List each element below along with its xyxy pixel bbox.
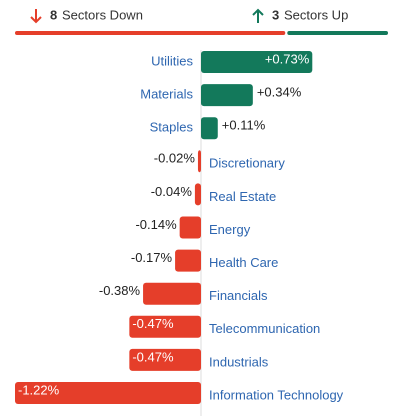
bar (201, 117, 218, 140)
category-label: Health Care (209, 255, 278, 270)
bar (201, 51, 313, 73)
bar (129, 315, 201, 338)
bar (15, 382, 201, 404)
up-label: Sectors Up (284, 7, 348, 22)
value-label: -0.47% (132, 349, 174, 364)
category-label: Materials (140, 87, 193, 102)
category-label: Discretionary (209, 156, 285, 171)
bar (194, 183, 201, 206)
down-progress (15, 31, 286, 35)
category-label: Telecommunication (209, 321, 320, 336)
value-label: -0.04% (151, 184, 193, 199)
up-progress (287, 31, 388, 35)
down-count: 8 (50, 7, 57, 22)
down-arrow (30, 9, 42, 24)
bar (201, 84, 253, 107)
bar (179, 216, 201, 239)
value-label: -0.17% (131, 250, 173, 265)
bar (175, 249, 201, 272)
up-arrow (252, 8, 264, 23)
category-label: Staples (150, 120, 194, 135)
bar (197, 150, 201, 173)
category-label: Information Technology (209, 387, 344, 402)
value-label: +0.34% (257, 85, 302, 100)
value-label: +0.73% (265, 51, 310, 66)
category-label: Real Estate (209, 189, 276, 204)
value-label: -0.14% (135, 217, 177, 232)
value-label: -0.38% (99, 283, 141, 298)
category-label: Energy (209, 222, 251, 237)
category-label: Industrials (209, 354, 269, 369)
down-label: Sectors Down (62, 7, 143, 22)
up-count: 3 (272, 7, 279, 22)
value-label: -0.47% (132, 316, 174, 331)
bar (143, 282, 201, 305)
category-label: Utilities (151, 53, 193, 68)
value-label: -0.02% (154, 151, 196, 166)
value-label: +0.11% (222, 118, 266, 133)
value-label: -1.22% (18, 382, 60, 397)
bar (129, 348, 201, 371)
category-label: Financials (209, 288, 268, 303)
